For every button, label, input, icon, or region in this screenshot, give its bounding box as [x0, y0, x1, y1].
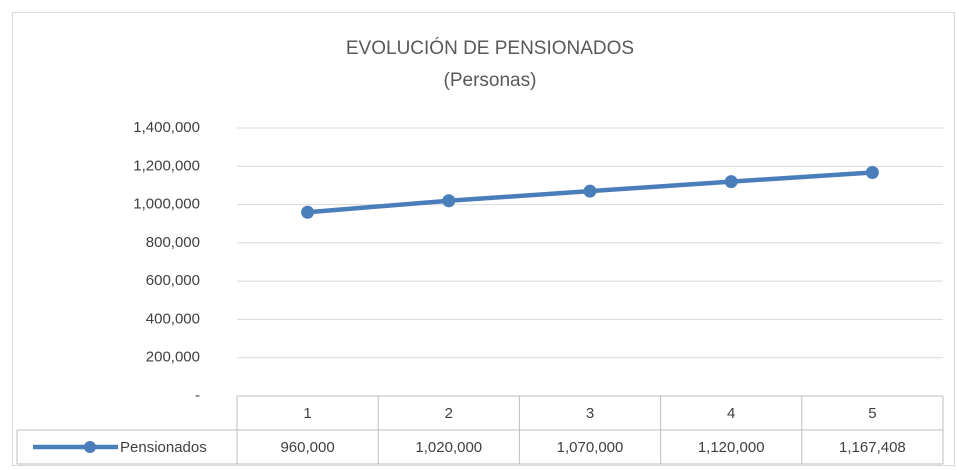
y-tick-label: 1,400,000	[133, 119, 200, 136]
x-tick-label: 4	[727, 405, 735, 422]
x-tick-label: 1	[303, 405, 311, 422]
point	[724, 175, 738, 189]
table-value: 1,020,000	[415, 439, 482, 456]
point	[583, 184, 597, 198]
y-tick-label: 1,000,000	[133, 196, 200, 213]
x-tick-label: 5	[868, 405, 876, 422]
point	[442, 194, 456, 208]
table-value: 960,000	[280, 439, 334, 456]
point	[301, 205, 315, 219]
table-value: 1,070,000	[557, 439, 624, 456]
x-tick-label: 3	[586, 405, 594, 422]
table-value: 1,167,408	[839, 439, 906, 456]
y-tick-label: 800,000	[146, 234, 200, 251]
y-tick-label: 1,200,000	[133, 157, 200, 174]
chart-subtitle: (Personas)	[444, 70, 537, 91]
legend-label: Pensionados	[120, 439, 207, 456]
y-tick-label: 400,000	[146, 310, 200, 327]
legend-marker	[84, 441, 96, 453]
point	[865, 166, 879, 180]
chart-title: EVOLUCIÓN DE PENSIONADOS	[346, 37, 634, 59]
x-tick-label: 2	[445, 405, 453, 422]
y-tick-label: 600,000	[146, 272, 200, 289]
y-tick-label: 200,000	[146, 349, 200, 366]
chart-border	[12, 12, 955, 466]
table-value: 1,120,000	[698, 439, 765, 456]
y-tick-label: -	[195, 387, 200, 404]
